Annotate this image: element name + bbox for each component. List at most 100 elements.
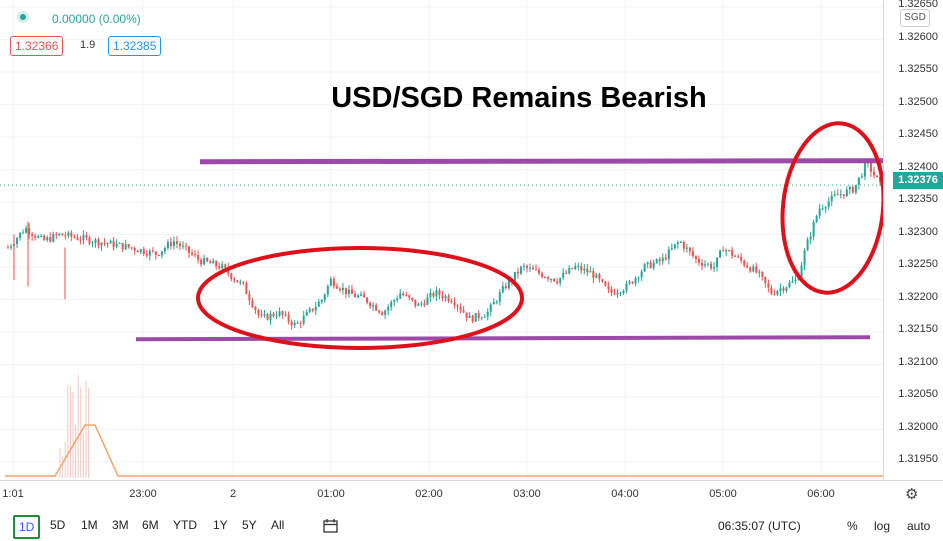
- price-axis[interactable]: 1.32650 1.32600 1.32550 1.32500 1.32450 1.324…: [883, 0, 943, 480]
- sell-price-button[interactable]: 1.32366: [10, 36, 64, 56]
- candle-body: [462, 310, 465, 313]
- candle-body: [755, 266, 758, 273]
- candle-body: [369, 302, 372, 307]
- percent-scale-toggle[interactable]: %: [847, 519, 858, 533]
- candle-body: [70, 232, 73, 237]
- candle-body: [16, 238, 19, 245]
- candle-body: [592, 271, 595, 278]
- gear-icon[interactable]: ⚙: [905, 486, 919, 503]
- candle-body: [160, 251, 163, 256]
- candle-body: [860, 176, 863, 178]
- chart-area[interactable]: [0, 0, 883, 480]
- candle-body: [710, 263, 713, 269]
- candle-body: [610, 288, 613, 293]
- candle-body: [284, 314, 287, 316]
- price-tick: 1.32050: [898, 388, 938, 400]
- buy-price-button[interactable]: 1.32385: [108, 36, 162, 56]
- time-tick: 2: [229, 488, 237, 500]
- candle-body: [366, 297, 369, 303]
- candle-body: [700, 262, 703, 266]
- candle-body: [209, 261, 212, 264]
- candle-body: [631, 281, 634, 284]
- utc-clock[interactable]: 06:35:07 (UTC): [718, 519, 801, 533]
- bottom-toolbar: 1D 5D 1M 3M 6M YTD 1Y 5Y All 06:35:07 (U…: [0, 511, 943, 541]
- candle-body: [203, 257, 206, 265]
- log-scale-toggle[interactable]: log: [874, 519, 891, 533]
- candle-body: [136, 250, 139, 253]
- volume-average-line: [5, 424, 883, 477]
- candle-body: [565, 273, 568, 275]
- range-button-1y[interactable]: 1Y: [213, 518, 228, 532]
- market-status-dot: [20, 14, 26, 20]
- candle-body: [396, 298, 399, 301]
- range-button-ytd[interactable]: YTD: [173, 518, 197, 532]
- candle-body: [43, 235, 46, 241]
- candle-body: [589, 271, 592, 273]
- candle-body: [857, 177, 860, 185]
- candle-body: [851, 186, 854, 193]
- candle-body: [363, 294, 366, 298]
- time-tick: 04:00: [611, 488, 639, 500]
- candle-body: [275, 315, 278, 317]
- candle-body: [438, 290, 441, 296]
- price-chart[interactable]: [0, 0, 883, 480]
- candle-body: [782, 288, 785, 291]
- candle-body: [694, 256, 697, 259]
- candle-body: [112, 240, 115, 248]
- candle-body: [154, 251, 157, 255]
- range-button-5y[interactable]: 5Y: [242, 518, 257, 532]
- price-tick: 1.32200: [898, 290, 938, 303]
- candle-body: [776, 290, 779, 295]
- range-button-all[interactable]: All: [271, 518, 285, 532]
- range-button-1d[interactable]: 1D: [13, 515, 41, 539]
- date-range-icon[interactable]: [322, 518, 340, 534]
- candle-body: [420, 303, 423, 305]
- candle-body: [649, 262, 652, 269]
- currency-label[interactable]: SGD: [900, 9, 930, 27]
- time-tick: 03:00: [513, 488, 541, 500]
- price-tick: 1.32600: [898, 30, 938, 43]
- price-tick: 1.32000: [898, 420, 938, 433]
- candle-body: [115, 243, 118, 248]
- candle-body: [432, 292, 435, 297]
- candle-body: [390, 301, 393, 307]
- candle-body: [670, 248, 673, 250]
- candle-body: [311, 308, 314, 311]
- candle-body: [519, 266, 522, 274]
- candle-body: [73, 236, 76, 238]
- time-axis[interactable]: 1:01 23:00 2 01:00 02:00 03:00 04:00 05:00 06:00: [0, 480, 943, 509]
- candle-body: [637, 277, 640, 279]
- range-button-6m[interactable]: 6M: [142, 518, 159, 532]
- candle-body: [326, 285, 329, 295]
- candle-body: [845, 189, 848, 197]
- candle-body: [791, 281, 794, 283]
- candle-body: [435, 290, 438, 297]
- spread-value: 1.9: [80, 39, 96, 51]
- candle-body: [773, 293, 776, 295]
- auto-scale-toggle[interactable]: auto: [907, 519, 931, 533]
- candle-body: [133, 247, 136, 251]
- candle-body: [628, 281, 631, 284]
- candle-body: [245, 283, 248, 295]
- breakout-ellipse: [780, 121, 883, 295]
- candle-body: [800, 265, 803, 279]
- price-tick: 1.32300: [898, 225, 938, 238]
- candle-body: [722, 250, 725, 252]
- candle-body: [308, 308, 311, 312]
- candle-body: [827, 201, 830, 208]
- candle-body: [121, 242, 124, 250]
- price-change: 0.00000 (0.00%): [52, 12, 141, 26]
- candle-body: [350, 289, 353, 294]
- range-button-3m[interactable]: 3M: [112, 518, 129, 532]
- candle-body: [655, 259, 658, 263]
- candle-body: [212, 260, 215, 264]
- candle-body: [215, 260, 218, 267]
- candle-body: [197, 254, 200, 260]
- candle-body: [266, 314, 269, 320]
- candle-body: [58, 233, 61, 236]
- candle-body: [824, 207, 827, 209]
- candle-body: [34, 235, 37, 238]
- range-button-5d[interactable]: 5D: [50, 518, 66, 532]
- range-button-1m[interactable]: 1M: [81, 518, 98, 532]
- candle-body: [507, 279, 510, 289]
